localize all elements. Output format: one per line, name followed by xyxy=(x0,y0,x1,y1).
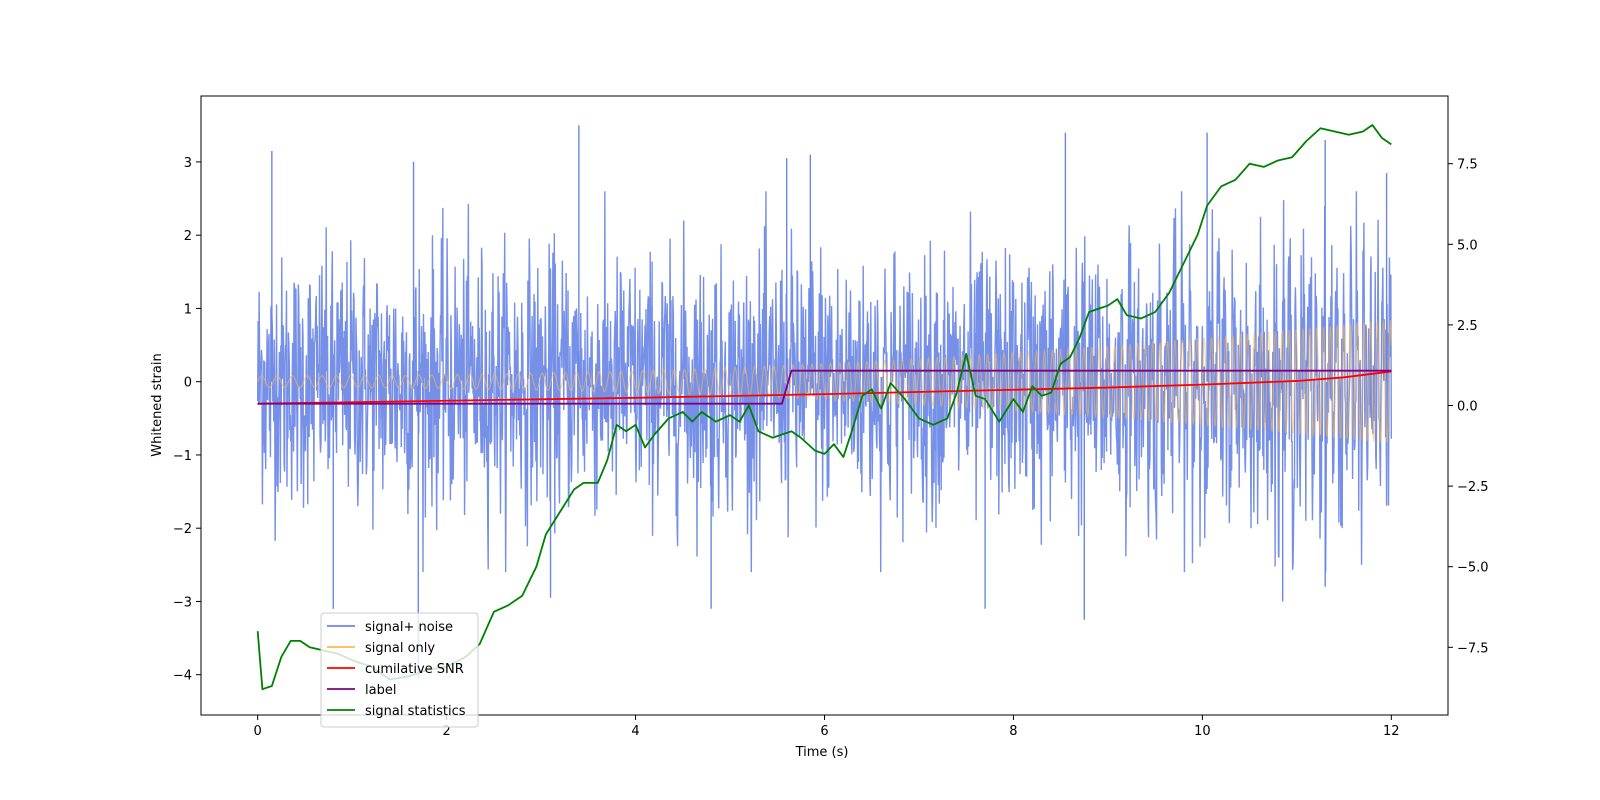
y-tick-label: −4 xyxy=(173,669,192,684)
y2-tick-label: 5.0 xyxy=(1457,238,1478,253)
y-tick-label: −2 xyxy=(173,522,192,537)
x-tick-label: 8 xyxy=(1009,724,1017,739)
legend-label: label xyxy=(365,683,396,698)
y2-tick-label: −2.5 xyxy=(1457,480,1489,495)
cumilative-snr-line xyxy=(257,370,1392,405)
legend-label: cumilative SNR xyxy=(365,662,464,677)
x-tick-label: 6 xyxy=(820,724,828,739)
x-tick-label: 10 xyxy=(1194,724,1211,739)
legend-label: signal+ noise xyxy=(365,620,453,635)
y-tick-label: 0 xyxy=(184,376,192,391)
label-line xyxy=(257,369,1392,405)
legend-label: signal only xyxy=(365,641,435,656)
y2-tick-label: −7.5 xyxy=(1457,641,1489,656)
y-tick-label: 2 xyxy=(184,229,192,244)
y-axis-left: −4 −3 −2 −1 0 1 2 3 xyxy=(173,156,201,684)
signal-only-series xyxy=(257,319,1392,444)
y2-tick-label: 7.5 xyxy=(1457,158,1478,173)
x-tick-label: 4 xyxy=(631,724,639,739)
y-tick-label: 3 xyxy=(184,156,192,171)
x-axis-label: Time (s) xyxy=(795,745,849,760)
signal-noise-trace xyxy=(256,191,1393,573)
y-axis-label: Whitened strain xyxy=(150,353,165,456)
x-tick-label: 2 xyxy=(442,724,450,739)
y2-tick-label: 0.0 xyxy=(1457,400,1478,415)
y2-tick-label: 2.5 xyxy=(1457,319,1478,334)
legend: signal+ noise signal only cumilative SNR la… xyxy=(320,612,479,728)
y-tick-label: 1 xyxy=(184,302,192,317)
y-tick-label: −1 xyxy=(173,449,192,464)
y-tick-label: −3 xyxy=(173,595,192,610)
signal-only-trace xyxy=(257,319,1392,444)
legend-box xyxy=(320,612,479,728)
y-axis-right: −7.5 −5.0 −2.5 0.0 2.5 5.0 7.5 xyxy=(1448,158,1489,656)
signal-noise-series xyxy=(256,125,1393,679)
x-tick-label: 0 xyxy=(254,724,262,739)
x-axis: 0 2 4 6 8 10 12 xyxy=(254,715,1400,739)
x-tick-label: 12 xyxy=(1383,724,1400,739)
y2-tick-label: −5.0 xyxy=(1457,561,1489,576)
legend-label: signal statistics xyxy=(365,704,466,719)
